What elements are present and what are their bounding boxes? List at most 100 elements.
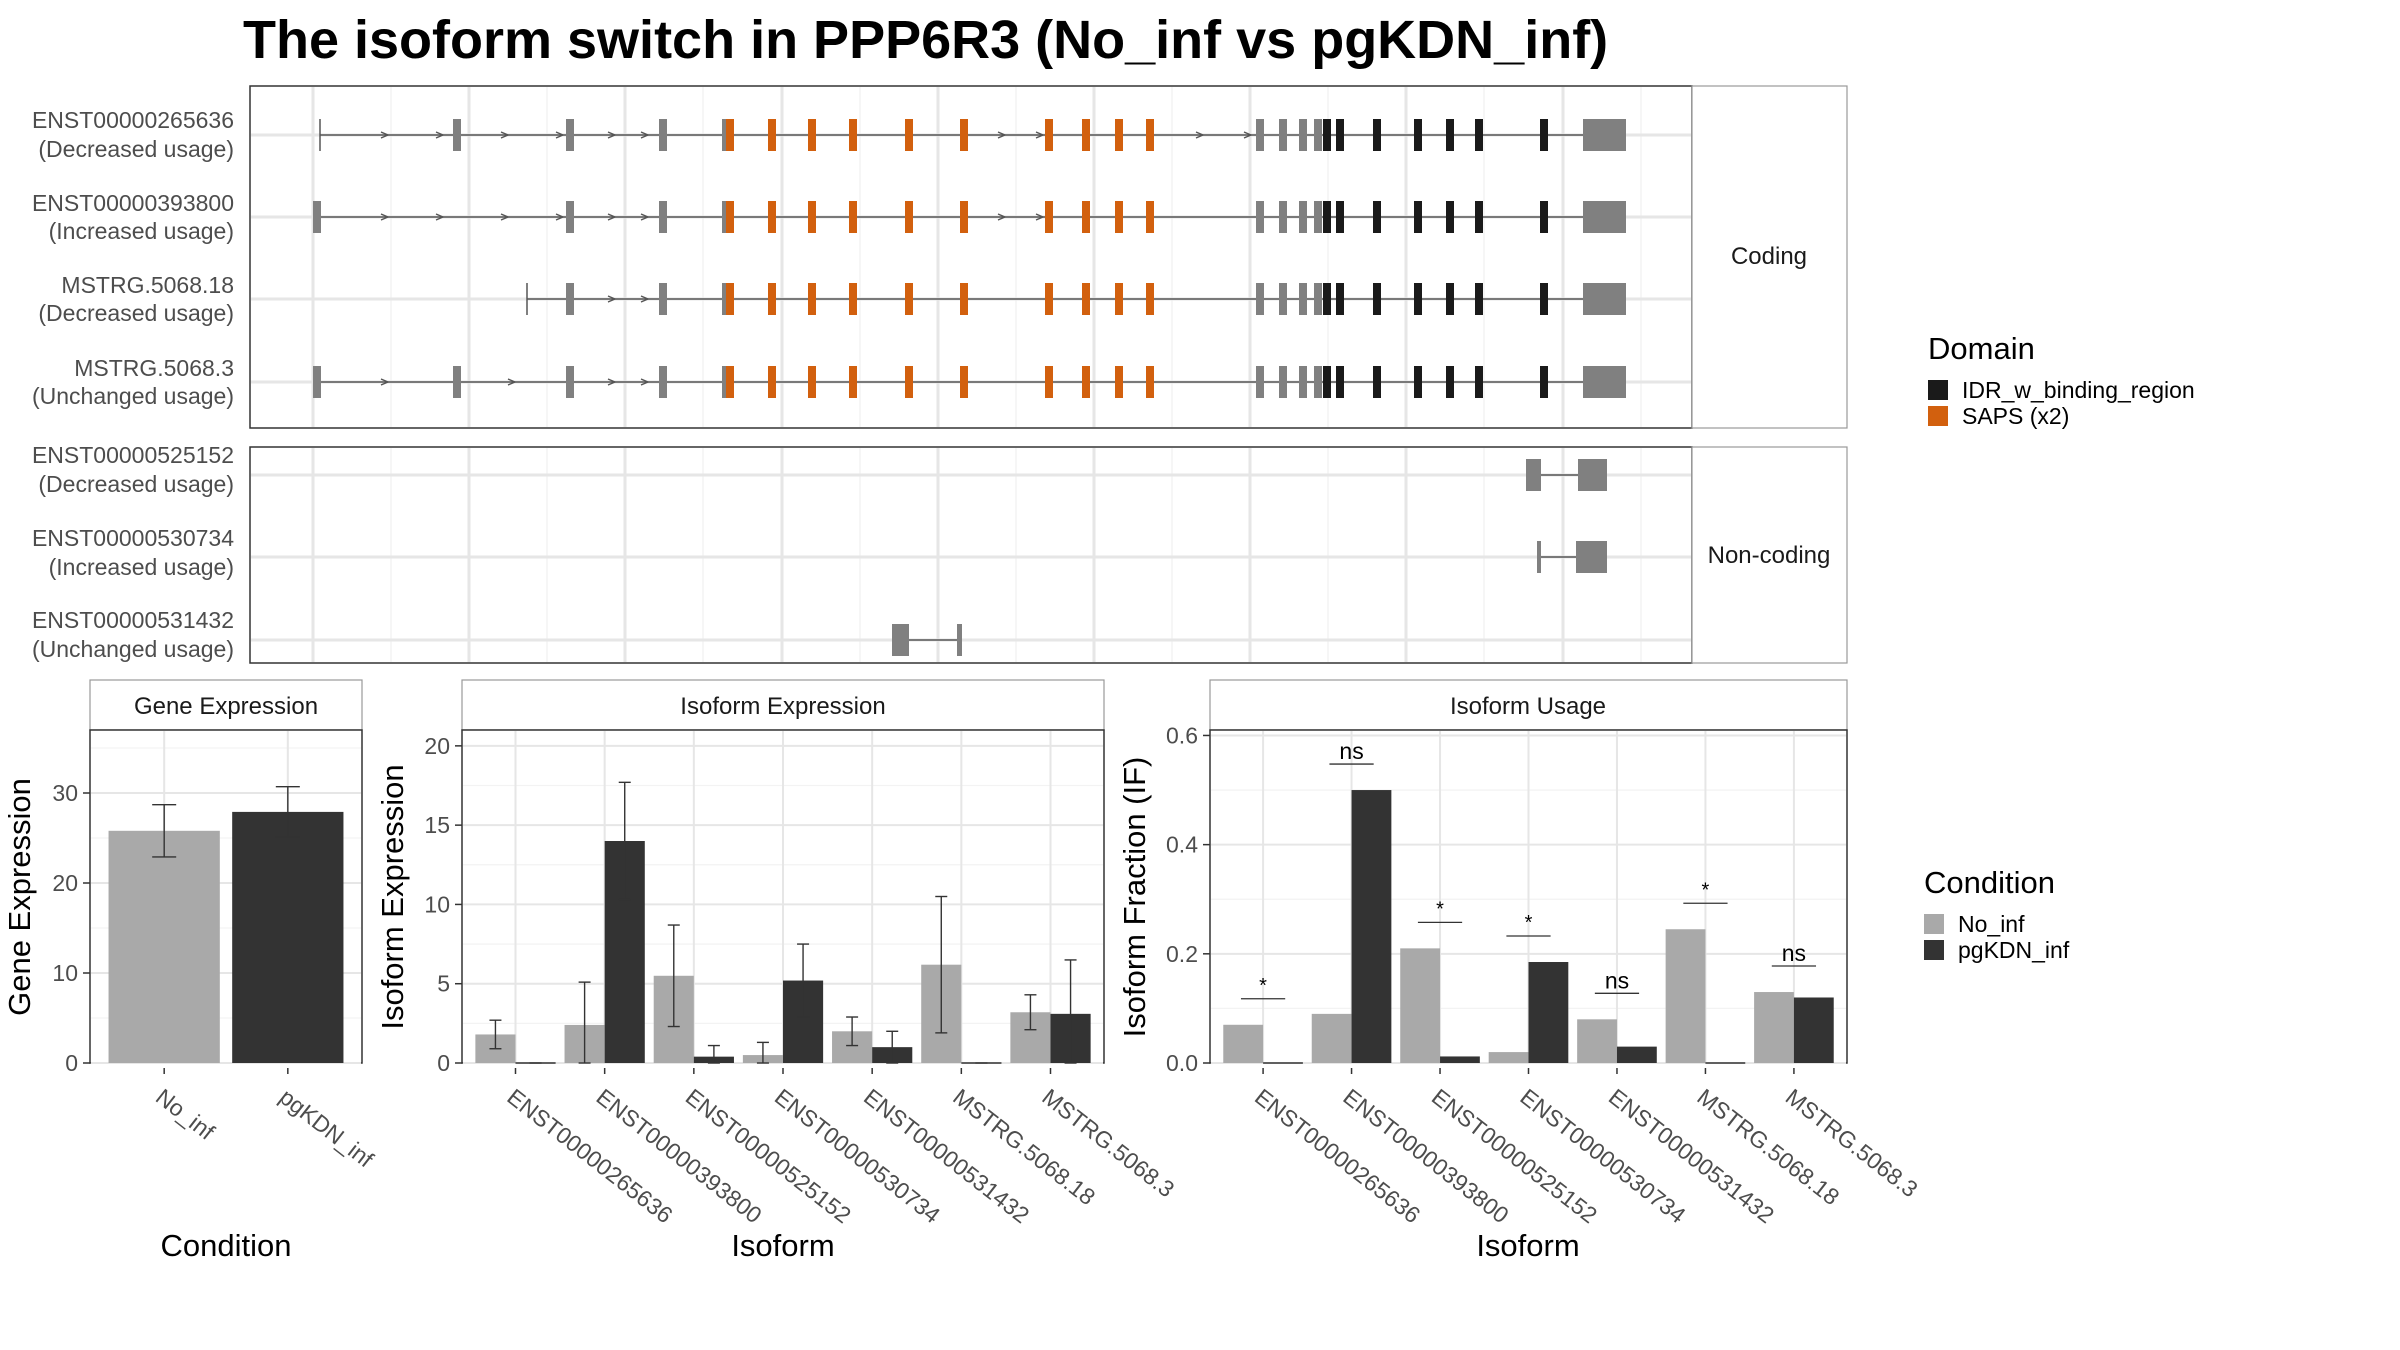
exon-block — [808, 119, 816, 151]
noncoding-strip-label: Non-coding — [1708, 542, 1831, 569]
exon-block — [1146, 283, 1154, 315]
exon-block — [905, 119, 913, 151]
bar-no-inf — [1754, 992, 1794, 1063]
gene-expr-y-axis-label: Gene Expression — [2, 778, 37, 1016]
exon-block — [1256, 366, 1264, 398]
exon-block — [1336, 366, 1344, 398]
intron-arrow — [500, 131, 510, 139]
noncoding-panel — [249, 446, 1693, 664]
x-tick-label: ENST00000525152 — [681, 1083, 856, 1228]
exon-block — [1299, 366, 1307, 398]
iso-expr-x-axis-label: Isoform — [731, 1228, 834, 1263]
bar-pgkdn-inf — [1793, 997, 1834, 1063]
exon-block — [659, 201, 667, 233]
exon-block — [1045, 119, 1053, 151]
exon-block — [1336, 201, 1344, 233]
exon-block — [1576, 541, 1607, 573]
utr-exon — [1583, 366, 1626, 398]
exon-block — [905, 283, 913, 315]
iso-expr-bars — [475, 781, 1091, 1064]
exon-block — [1279, 366, 1287, 398]
exon-block — [1256, 283, 1264, 315]
utr-exon — [1583, 201, 1626, 233]
condition-legend-title: Condition — [1924, 865, 2055, 900]
transcript-usage-label: (Decreased usage) — [38, 136, 234, 162]
exon-block — [1256, 201, 1264, 233]
legend-key-no-inf — [1924, 914, 1944, 934]
iso-usage-x-ticks: ENST00000265636ENST00000393800ENST000005… — [1250, 1068, 1923, 1228]
x-tick-label: ENST00000531432 — [859, 1083, 1034, 1228]
exon-block — [1540, 201, 1548, 233]
bar-pgkdn-inf — [232, 811, 344, 1063]
bar-no-inf — [1665, 929, 1706, 1063]
legend-key-pgkdn-inf — [1924, 940, 1944, 960]
legend-label-no-inf: No_inf — [1958, 911, 2025, 937]
iso-expr-title: Isoform Expression — [680, 693, 885, 720]
exon-block — [313, 366, 321, 398]
bar-no-inf — [1223, 1024, 1264, 1063]
bar-no-inf — [108, 830, 220, 1063]
transcript-usage-label: (Unchanged usage) — [32, 383, 234, 409]
significance-label: ns — [1339, 738, 1363, 764]
intron-arrow — [640, 378, 650, 386]
exon-block — [1082, 119, 1090, 151]
domain-legend-title: Domain — [1928, 331, 2035, 366]
exon-block — [960, 201, 968, 233]
x-tick-label: ENST00000393800 — [1338, 1083, 1513, 1228]
exon-block — [1314, 283, 1322, 315]
exon-block — [1475, 119, 1483, 151]
exon-block — [849, 366, 857, 398]
exon-block — [566, 201, 574, 233]
exon-block — [849, 119, 857, 151]
iso-expr-y-ticks: 0 5 10 15 20 — [424, 733, 462, 1076]
legend-label-pgkdn-inf: pgKDN_inf — [1958, 937, 2070, 963]
x-tick-label: ENST00000525152 — [1427, 1083, 1602, 1228]
exon-block — [1115, 119, 1123, 151]
intron-arrow — [607, 378, 617, 386]
y-tick-label: 20 — [52, 870, 78, 896]
exon-block — [1299, 283, 1307, 315]
exon-block — [566, 366, 574, 398]
x-tick-label: ENST00000530734 — [770, 1083, 945, 1228]
exon-block — [1146, 366, 1154, 398]
iso-usage-significance: * ns * * ns * ns — [1240, 738, 1817, 1000]
transcript-usage-label: (Increased usage) — [49, 218, 234, 244]
exon-block — [892, 624, 909, 656]
exon-block — [1314, 366, 1322, 398]
transcript-id-label: ENST00000525152 — [32, 442, 234, 468]
exon-block — [1578, 459, 1607, 491]
x-tick-label: No_inf — [151, 1083, 220, 1145]
iso-usage-x-axis-label: Isoform — [1476, 1228, 1579, 1263]
gene-expr-strip — [89, 679, 363, 731]
transcript-usage-label: (Decreased usage) — [38, 471, 234, 497]
exon-block — [1336, 119, 1344, 151]
intron-arrow — [435, 213, 445, 221]
iso-usage-y-ticks: 0.0 0.2 0.4 0.6 — [1166, 722, 1210, 1076]
exon-block — [849, 201, 857, 233]
gene-expr-x-ticks: No_inf pgKDN_inf — [151, 1068, 379, 1173]
exon-block — [1446, 201, 1454, 233]
exon-block — [957, 624, 962, 656]
significance-label: * — [1259, 975, 1267, 997]
exon-block — [313, 201, 321, 233]
significance-label: * — [1436, 898, 1444, 920]
intron-arrow — [555, 213, 565, 221]
exon-block — [1475, 283, 1483, 315]
coding-strip — [1691, 85, 1848, 429]
intron-arrow — [607, 295, 617, 303]
iso-expr-x-ticks: ENST00000265636ENST00000393800ENST000005… — [502, 1068, 1179, 1228]
transcript-exon-marks — [313, 119, 1626, 656]
y-tick-label: 0.4 — [1166, 832, 1198, 858]
exon-block — [1323, 283, 1331, 315]
x-tick-label: pgKDN_inf — [275, 1083, 379, 1172]
exon-block — [1323, 366, 1331, 398]
exon-block — [659, 366, 667, 398]
isoform-usage-chart: Isoform Usage * ns * * ns * ns 0.0 0.2 0.4 0.6 EN… — [1117, 679, 1923, 1263]
exon-block — [960, 119, 968, 151]
iso-usage-strip — [1209, 679, 1848, 731]
x-tick-label: ENST00000265636 — [1250, 1083, 1425, 1228]
exon-block — [1373, 366, 1381, 398]
transcript-id-label: MSTRG.5068.18 — [61, 272, 234, 298]
transcript-usage-label: (Increased usage) — [49, 554, 234, 580]
